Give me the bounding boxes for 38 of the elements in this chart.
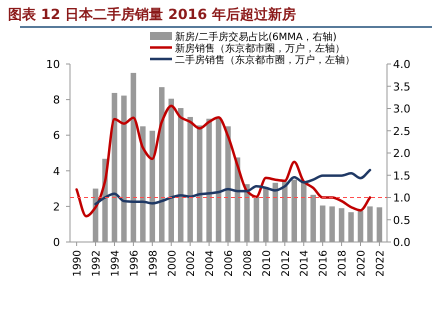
x-tick-label: 2018 — [336, 250, 349, 277]
x-tick-label: 2012 — [280, 250, 292, 277]
x-tick-label: 2022 — [374, 250, 386, 277]
chart-title: 图表 12 日本二手房销量 2016 年后超过新房 — [8, 6, 296, 23]
y2-tick-label: 2.0 — [393, 147, 410, 160]
y2-tick-label: 3.5 — [393, 80, 410, 94]
y2-tick-label: 0.5 — [393, 214, 410, 227]
x-tick-label: 2002 — [185, 250, 198, 277]
y-tick-label: 8 — [53, 94, 60, 107]
x-tick-label: 2004 — [204, 250, 216, 277]
x-tick-label: 1994 — [109, 250, 122, 277]
y2-tick-label: 2.5 — [393, 124, 410, 138]
y2-tick-label: 0.0 — [393, 236, 410, 249]
x-tick-label: 2016 — [318, 250, 330, 277]
x-tick-label: 1996 — [128, 250, 140, 277]
x-tick-label: 2014 — [298, 250, 311, 277]
legend-label: 新房销售（东京都市圈，万户，左轴） — [175, 42, 345, 54]
y2-tick-label: 1.0 — [393, 192, 410, 204]
x-tick-label: 2006 — [223, 250, 236, 277]
x-tick-label: 1992 — [90, 250, 103, 277]
x-tick-label: 2000 — [166, 250, 178, 277]
y-tick-label: 0 — [53, 236, 60, 249]
y2-tick-label: 1.5 — [393, 169, 410, 182]
line-series — [94, 168, 372, 206]
x-tick-label: 1990 — [72, 250, 84, 277]
y-tick-label: 6 — [53, 129, 60, 142]
legend-label: 二手房销售（东京都市圈，万户，左轴） — [175, 54, 355, 66]
line-series — [75, 104, 372, 218]
legend-label: 新房/二手房交易占比(6MMA，右轴) — [175, 30, 337, 43]
y-tick-label: 4 — [53, 164, 60, 178]
y-tick-label: 2 — [53, 200, 60, 214]
x-tick-label: 2010 — [260, 250, 273, 277]
x-tick-label: 1998 — [147, 250, 160, 277]
x-tick-label: 2008 — [242, 250, 254, 277]
x-tick-label: 2020 — [356, 250, 368, 277]
y2-tick-label: 3.0 — [393, 102, 410, 116]
y-tick-label: 10 — [46, 58, 60, 71]
y2-tick-label: 4.0 — [393, 58, 410, 71]
